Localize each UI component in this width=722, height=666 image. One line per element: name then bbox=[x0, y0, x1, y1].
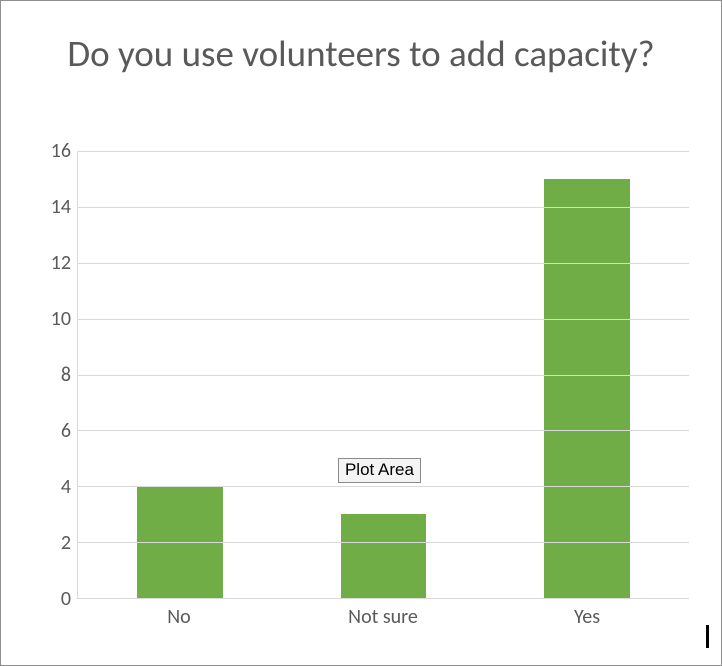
chart-title: Do you use volunteers to add capacity? bbox=[49, 33, 673, 76]
bar[interactable] bbox=[544, 179, 630, 598]
grid-line bbox=[78, 207, 689, 208]
y-tick-label: 0 bbox=[61, 587, 71, 611]
chart-container: Do you use volunteers to add capacity? 0… bbox=[0, 0, 722, 666]
plot-area[interactable] bbox=[77, 151, 689, 599]
grid-line bbox=[78, 486, 689, 487]
y-tick-label: 8 bbox=[61, 363, 71, 387]
tooltip-plot-area: Plot Area bbox=[338, 458, 421, 483]
grid-line bbox=[78, 151, 689, 152]
y-tick-label: 16 bbox=[51, 139, 71, 163]
y-tick-label: 14 bbox=[51, 195, 71, 219]
grid-line bbox=[78, 375, 689, 376]
grid-line bbox=[78, 319, 689, 320]
x-category-label: No bbox=[167, 605, 190, 629]
plot-region: 0246810121416 NoNot sureYes bbox=[29, 151, 693, 639]
y-tick-label: 12 bbox=[51, 251, 71, 275]
grid-line bbox=[78, 542, 689, 543]
y-tick-label: 2 bbox=[61, 531, 71, 555]
y-tick-label: 6 bbox=[61, 419, 71, 443]
x-category-label: Yes bbox=[574, 605, 600, 629]
y-tick-label: 4 bbox=[61, 475, 71, 499]
grid-line bbox=[78, 430, 689, 431]
bar[interactable] bbox=[341, 514, 427, 598]
x-category-label: Not sure bbox=[348, 605, 418, 629]
x-axis-labels: No Not sure Yes bbox=[77, 599, 689, 639]
grid-line bbox=[78, 263, 689, 264]
text-cursor bbox=[706, 625, 709, 648]
y-tick-label: 10 bbox=[51, 307, 71, 331]
y-axis: 0246810121416 bbox=[29, 151, 77, 599]
